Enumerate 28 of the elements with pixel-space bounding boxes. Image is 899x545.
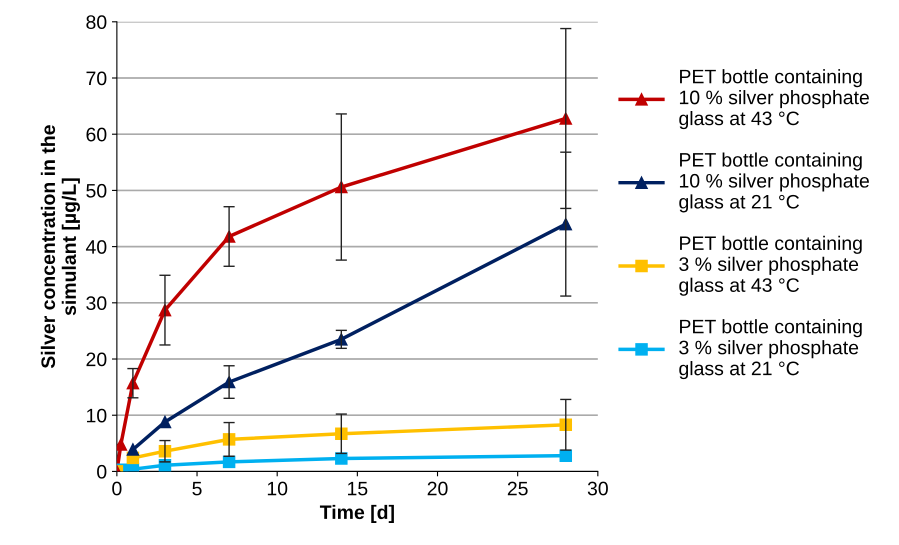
y-tick-label: 80 bbox=[86, 15, 106, 30]
point bbox=[158, 416, 172, 428]
point bbox=[126, 443, 140, 456]
y-tick-label: 0 bbox=[97, 464, 106, 479]
x-tick-label: 15 bbox=[348, 482, 368, 496]
y-tick-label: 70 bbox=[86, 71, 106, 86]
y-tick-label: 10 bbox=[87, 408, 106, 422]
x-tick-label: 0 bbox=[112, 482, 122, 496]
y-tick-label: 60 bbox=[86, 128, 106, 142]
y-tick-label: 40 bbox=[86, 240, 106, 254]
y-tick-label: 50 bbox=[86, 184, 106, 198]
x-tick-label: 10 bbox=[268, 482, 288, 496]
legend-label: PET bottle containing 3 % silver phosphate glass at 43 °C bbox=[679, 236, 862, 296]
legend-label: PET bottle containing 3 % silver phosphate glass at 21 °C bbox=[679, 319, 862, 380]
y-tick-label: 30 bbox=[86, 296, 106, 310]
y-tick-label: 20 bbox=[86, 352, 106, 366]
x-tick-label: 25 bbox=[508, 482, 528, 496]
legend-label: PET bottle containing 10 % silver phosphate glass at 43 °C bbox=[679, 69, 869, 130]
x-tick-label: 5 bbox=[192, 482, 202, 496]
point bbox=[335, 452, 348, 465]
x-tick-label: 30 bbox=[588, 482, 608, 496]
point bbox=[560, 449, 572, 462]
x-tick-label: 20 bbox=[428, 482, 448, 496]
x-axis-title: Time [d] bbox=[320, 504, 394, 523]
y-axis-title: Silver concentration in the simulant [µg/L] bbox=[40, 125, 80, 368]
legend-label: PET bottle containing 10 % silver phosphate glass at 21 °C bbox=[679, 152, 869, 212]
point bbox=[158, 444, 172, 458]
point bbox=[222, 456, 236, 468]
